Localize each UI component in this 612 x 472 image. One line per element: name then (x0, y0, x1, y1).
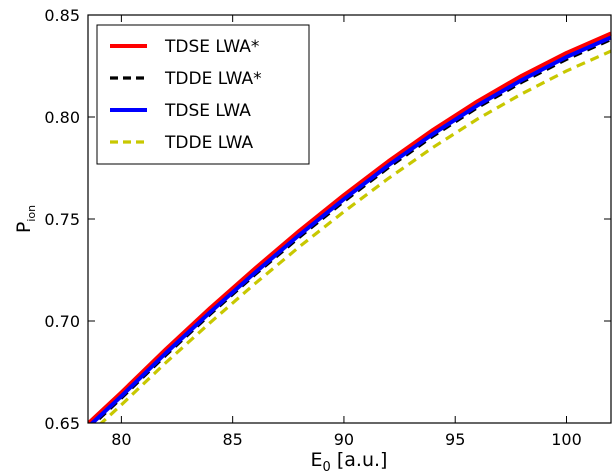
x-tick-label: 85 (222, 430, 242, 449)
y-tick-label: 0.75 (44, 210, 80, 229)
y-tick-label: 0.85 (44, 6, 80, 25)
legend-box (96, 24, 310, 165)
tick-layer: 80 85 90 95 100 0.65 0.70 0.75 0.80 0.85 (44, 6, 611, 449)
x-tick-label: 95 (445, 430, 465, 449)
legend: TDSE LWA* TDDE LWA* TDSE LWA TDDE LWA (96, 24, 310, 165)
series-line-4 (99, 49, 612, 423)
series-layer (88, 31, 612, 423)
y-tick-label: 0.70 (44, 312, 80, 331)
legend-label: TDDE LWA (164, 133, 254, 153)
legend-label: TDDE LWA* (164, 69, 262, 89)
x-tick-label: 100 (551, 430, 582, 449)
y-tick-label: 0.65 (44, 414, 80, 433)
series-line-3 (89, 35, 612, 423)
x-axis-label: E0 [a.u.] (311, 449, 388, 472)
y-axis-label: Pion (13, 205, 38, 233)
x-tick-label: 80 (111, 430, 131, 449)
legend-label: TDSE LWA (164, 101, 251, 121)
series-line-1 (88, 31, 612, 423)
y-tick-label: 0.80 (44, 108, 80, 127)
x-tick-label: 90 (334, 430, 354, 449)
legend-label: TDSE LWA* (164, 37, 259, 57)
